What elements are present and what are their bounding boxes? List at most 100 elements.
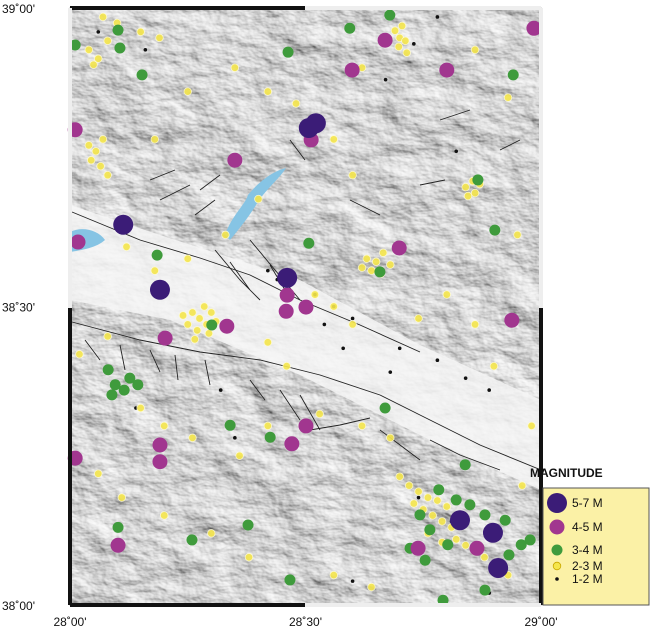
event [464, 192, 472, 200]
event [193, 327, 201, 335]
event [119, 385, 130, 396]
event [439, 63, 454, 78]
event [219, 388, 223, 392]
event [208, 309, 216, 317]
event [280, 288, 295, 303]
event [469, 541, 484, 556]
event [71, 235, 86, 250]
event [483, 523, 503, 543]
event [227, 153, 242, 168]
event [349, 171, 357, 179]
event [265, 432, 276, 443]
map: MAGNITUDE 38˚00'38˚30'39˚00'28˚00'28˚30'… [0, 0, 651, 637]
event [451, 494, 462, 505]
event [403, 49, 411, 57]
event [471, 46, 479, 54]
event [415, 315, 423, 323]
event [487, 388, 491, 392]
event [90, 61, 98, 69]
event [386, 434, 394, 442]
event [208, 530, 216, 538]
event [351, 317, 355, 321]
event [514, 231, 522, 239]
event [113, 25, 124, 36]
event [379, 249, 387, 257]
event [189, 434, 197, 442]
event [279, 304, 294, 319]
event [345, 63, 360, 78]
event [298, 418, 313, 433]
event [96, 30, 100, 34]
event [450, 510, 470, 530]
event [363, 255, 371, 263]
event [434, 497, 442, 505]
event [443, 291, 451, 299]
legend-marker [552, 545, 563, 556]
event [137, 69, 148, 80]
event [500, 515, 511, 526]
event [104, 171, 112, 179]
event [152, 250, 163, 261]
event [438, 518, 446, 526]
event [358, 422, 366, 430]
event [374, 266, 385, 277]
event [114, 42, 125, 53]
event [266, 269, 270, 273]
event [358, 264, 366, 272]
event [179, 312, 187, 320]
event [191, 336, 199, 344]
event [479, 585, 490, 596]
event [436, 358, 440, 362]
event [150, 280, 170, 300]
event [219, 319, 234, 334]
event [368, 583, 376, 591]
event [471, 189, 479, 197]
event [464, 376, 468, 380]
event [396, 473, 404, 481]
event [330, 136, 338, 144]
event [460, 459, 471, 470]
event [462, 542, 470, 550]
event [243, 520, 254, 531]
event [410, 500, 418, 508]
event [398, 346, 402, 350]
event [436, 15, 440, 19]
event [488, 558, 508, 578]
event [283, 362, 291, 370]
event [132, 379, 143, 390]
event [395, 43, 403, 51]
event [330, 303, 338, 311]
x-tick-label: 29˚00' [525, 615, 558, 629]
event [151, 267, 159, 275]
event [233, 436, 237, 440]
event [412, 42, 416, 46]
event [104, 37, 112, 45]
event [443, 503, 451, 511]
event [245, 553, 253, 561]
x-tick-label: 28˚00' [54, 615, 87, 629]
event [231, 64, 239, 72]
event [380, 402, 391, 413]
event [184, 255, 192, 263]
event [424, 494, 432, 502]
event [503, 549, 514, 560]
event [104, 333, 112, 341]
event [255, 195, 263, 203]
event [137, 404, 145, 412]
event [454, 149, 458, 153]
event [206, 320, 217, 331]
event [113, 522, 124, 533]
event [283, 47, 294, 58]
event [225, 420, 236, 431]
event [378, 33, 393, 48]
event [392, 240, 407, 255]
event [490, 362, 498, 370]
event [236, 452, 244, 460]
legend-marker [550, 520, 565, 535]
event [462, 183, 470, 191]
event [264, 339, 272, 347]
event [92, 147, 100, 155]
event [284, 574, 295, 585]
event [94, 470, 102, 478]
event [386, 261, 394, 269]
